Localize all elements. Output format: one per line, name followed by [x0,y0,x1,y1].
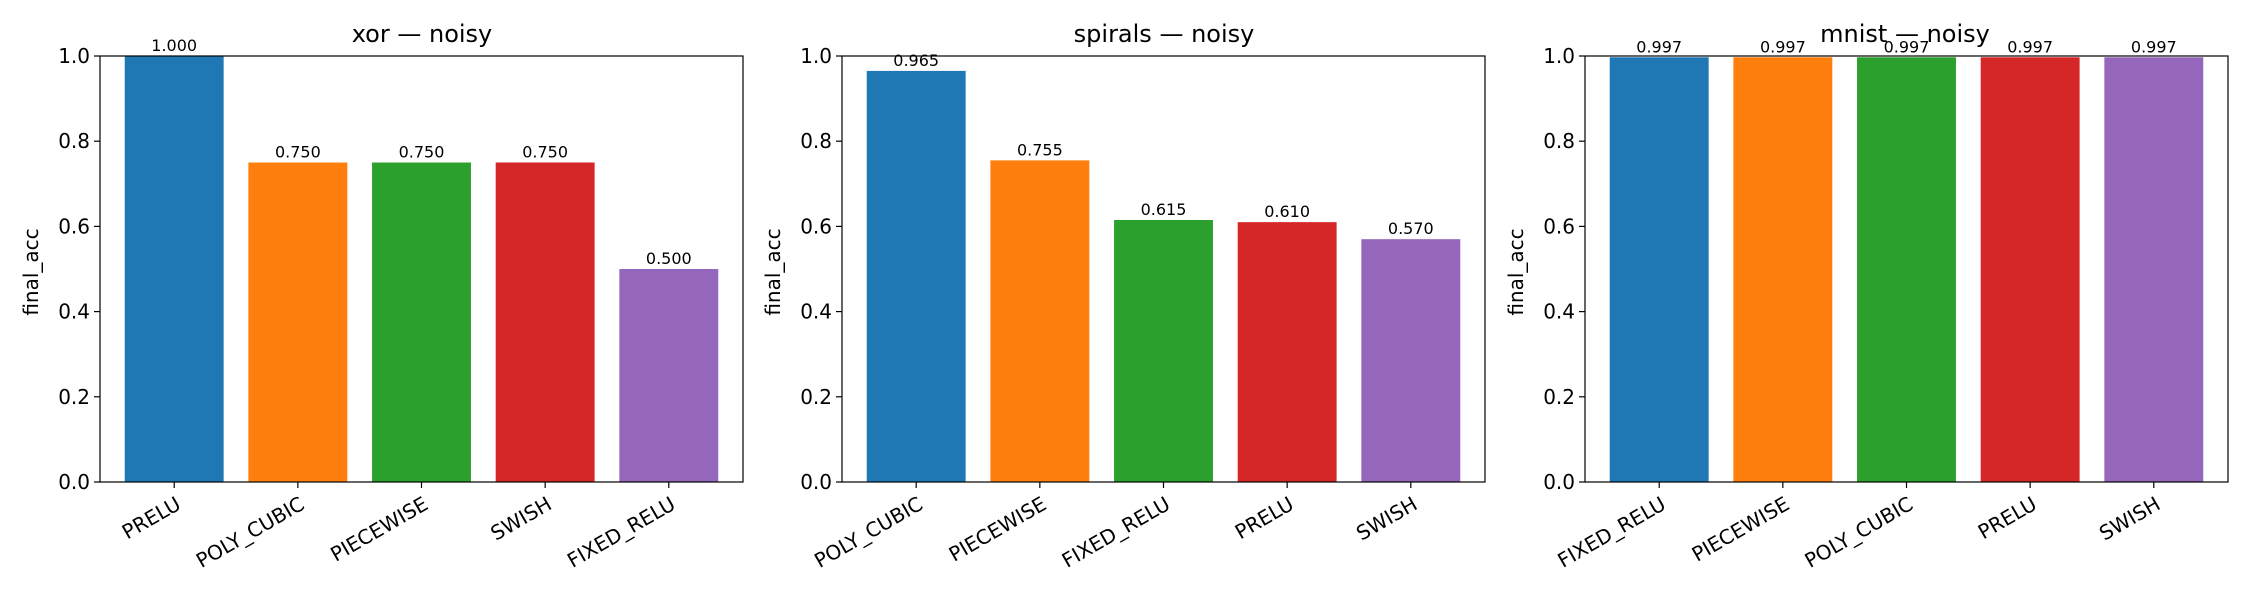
bar-value-label: 0.755 [1017,140,1063,159]
y-axis-label: final_acc [1504,228,1528,315]
bar-piecewise [990,160,1090,482]
bar-piecewise [1733,57,1833,482]
bar-poly-cubic [866,70,966,482]
y-tick-label: 0.2 [800,385,832,409]
y-tick-label: 0.6 [1543,214,1575,238]
y-tick-label: 0.4 [1543,300,1575,324]
y-axis-label: final_acc [761,228,785,315]
y-tick-label: 0.0 [58,470,90,494]
bar-value-label: 1.000 [151,36,197,55]
bar-fixed-relu [619,269,719,482]
chart-panel-spirals: spirals — noisy final_acc 0.0 0.2 0.4 0.6 0.… [761,20,1486,573]
bar-prelu [1980,57,2080,482]
bar-prelu [124,56,224,482]
panel-title: mnist — noisy [1820,20,1990,48]
bar-value-label: 0.997 [1884,37,1930,56]
y-tick-label: 0.8 [58,129,90,153]
y-tick-label: 0.6 [58,214,90,238]
panel-title: spirals — noisy [1074,20,1255,48]
chart-panel-mnist: mnist — noisy final_acc 0.0 0.2 0.4 0.6 0.8 1… [1504,20,2229,573]
y-tick-label: 0.2 [58,385,90,409]
bar-poly-cubic [248,162,348,482]
bar-swish [495,162,595,482]
bar-poly-cubic [1857,57,1956,482]
bar-value-label: 0.997 [1636,37,1682,56]
y-tick-label: 0.8 [800,129,832,153]
bar-value-label: 0.615 [1141,200,1187,219]
y-tick-label: 1.0 [58,44,90,68]
bar-value-label: 0.997 [1760,37,1806,56]
bar-fixed-relu [1114,220,1213,482]
y-tick-label: 0.4 [800,300,832,324]
y-tick-label: 1.0 [800,44,832,68]
bar-value-label: 0.570 [1388,219,1434,238]
panel-title: xor — noisy [352,20,493,48]
bar-piecewise [372,162,471,482]
bar-value-label: 0.750 [399,143,445,162]
bar-value-label: 0.750 [522,143,568,162]
bar-prelu [1237,222,1337,482]
y-axis-label: final_acc [19,228,43,315]
y-tick-label: 0.8 [1543,129,1575,153]
y-tick-label: 0.4 [58,300,90,324]
bar-swish [1361,239,1461,482]
y-tick-label: 0.0 [800,470,832,494]
bar-fixed-relu [1609,57,1709,482]
y-tick-label: 1.0 [1543,44,1575,68]
bar-value-label: 0.610 [1264,202,1310,221]
bar-swish [2104,57,2204,482]
y-tick-label: 0.2 [1543,385,1575,409]
bar-value-label: 0.997 [2007,37,2053,56]
bar-value-label: 0.500 [646,249,692,268]
bar-value-label: 0.965 [893,51,939,70]
y-tick-label: 0.6 [800,214,832,238]
bar-value-label: 0.750 [275,143,321,162]
y-tick-label: 0.0 [1543,470,1575,494]
bar-value-label: 0.997 [2131,37,2177,56]
